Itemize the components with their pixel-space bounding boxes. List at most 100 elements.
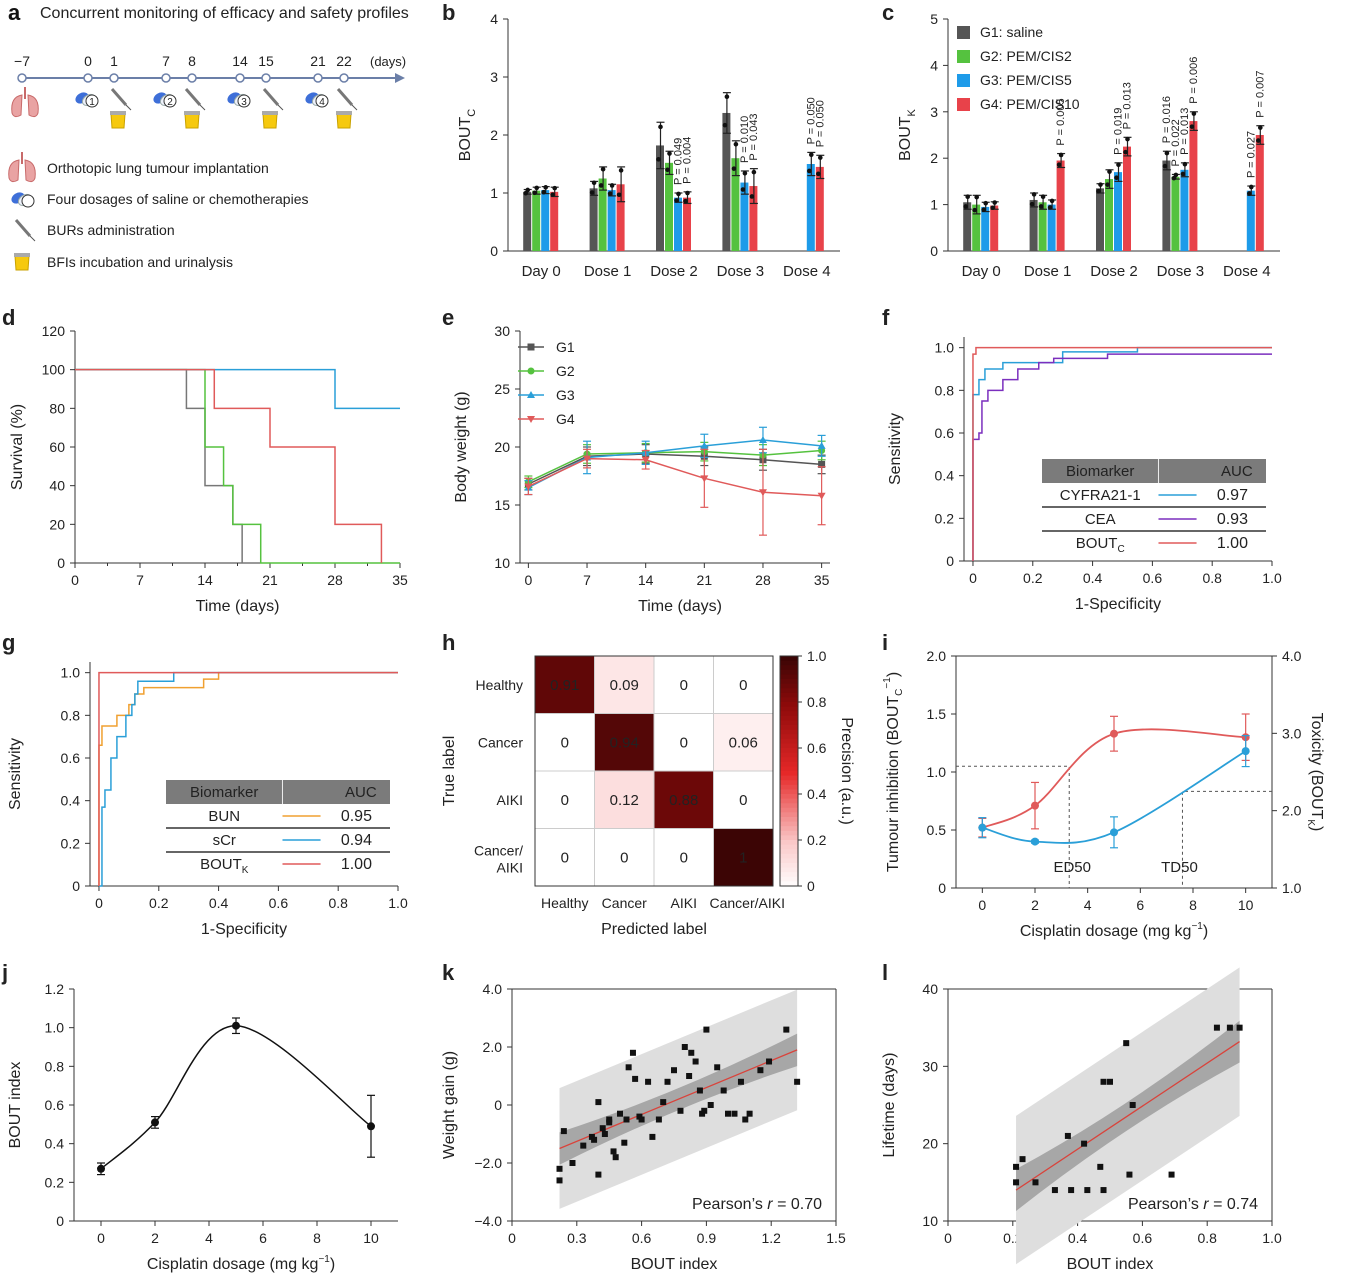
data-point	[1047, 205, 1053, 210]
chart-i: i 0 0.5 1.0 1.5 2.0 1.0 2.0 3.0 4.0 0 2 4 6 8 10 ED50 TD5…	[882, 630, 1325, 940]
colorbar-segment	[780, 780, 798, 786]
scatter-point	[1068, 1187, 1075, 1194]
heatmap-cell	[713, 655, 774, 714]
data-point	[1247, 191, 1252, 196]
legend-label: G3	[556, 387, 575, 403]
y-axis-label: BOUTC	[457, 109, 478, 161]
dose-number: 3	[241, 97, 247, 108]
schematic-title: Concurrent monitoring of efficacy and sa…	[40, 5, 409, 22]
scatter-point	[629, 1049, 636, 1056]
scatter-point	[612, 1154, 619, 1161]
data-point	[232, 1021, 240, 1030]
colorbar-segment	[780, 692, 798, 698]
x-tick-label: 1.0	[388, 895, 408, 911]
scatter-point	[1100, 1078, 1107, 1085]
ed50-guide	[956, 765, 1070, 888]
table-header-bg	[166, 780, 390, 804]
colorbar-segment	[780, 844, 798, 850]
dose-number: 1	[89, 97, 95, 108]
survival-line-G4	[75, 368, 383, 563]
scatter-point	[757, 1067, 764, 1074]
colorbar-segment	[780, 674, 798, 680]
scatter-point	[1236, 1024, 1243, 1031]
y-tick-label: 0.6	[61, 750, 81, 766]
x-category-label: Dose 4	[783, 263, 831, 280]
curve-toxicity	[982, 750, 1247, 844]
y-tick-label: 0	[930, 243, 938, 259]
x-tick-label: 0	[969, 570, 977, 586]
roc-curve-CYFRA21-1	[972, 346, 1272, 561]
x-tick-label: 0.4	[1083, 570, 1103, 586]
table-biomarker-name: BUN	[208, 808, 240, 825]
y-tick-label: 5	[930, 11, 938, 27]
colorbar-segment	[780, 715, 798, 721]
x-axis-label-text: Cisplatin dosage (mg kg	[1020, 923, 1192, 940]
y-tick-label: 1.0	[45, 1020, 65, 1036]
legend-label: G3: PEM/CIS5	[980, 72, 1072, 88]
x-tick-label: 6	[1136, 897, 1144, 913]
x-tick-label: 0	[978, 897, 986, 913]
legend-label: G2	[556, 363, 575, 379]
weight-point-G4	[700, 475, 709, 483]
data-point	[818, 155, 823, 160]
panel-label: h	[442, 630, 455, 655]
scatter-point	[1081, 1140, 1088, 1147]
x-category-label: Dose 4	[1223, 263, 1271, 280]
y-axis-label: True label	[441, 736, 458, 807]
scatter-point	[595, 1099, 602, 1106]
data-point	[550, 192, 555, 197]
y-tick-label: 4	[930, 57, 938, 73]
bar-G1	[523, 191, 532, 251]
p-value-annotation: P = 0.019	[1113, 108, 1125, 155]
panel-label: f	[882, 305, 890, 330]
heatmap-cell	[713, 828, 774, 887]
bar-G3	[541, 190, 550, 251]
weight-point-G1	[818, 460, 826, 468]
x-category-label: Dose 2	[1090, 263, 1138, 280]
scatter-point	[707, 1102, 714, 1108]
scatter-point	[601, 1131, 608, 1137]
x-tick-label: 14	[197, 572, 213, 588]
y-tick-label: 0.8	[45, 1058, 65, 1074]
colorbar-segment	[780, 867, 798, 873]
data-point	[742, 170, 748, 176]
colorbar-segment	[780, 881, 798, 887]
data-point	[1098, 182, 1103, 187]
roc-curve-CEA	[972, 353, 1272, 561]
heatmap-cell-value: 0.09	[610, 677, 639, 694]
data-point	[1171, 175, 1177, 181]
pearson-annotation: Pearson’s r = 0.70	[692, 1196, 822, 1213]
scatter-point	[703, 1026, 710, 1033]
x-tick-label: 0.6	[1143, 570, 1163, 586]
data-point	[1249, 184, 1254, 190]
heatmap-cell-value: 0.88	[669, 792, 698, 809]
schematic-legend-text: Orthotopic lung tumour implantation	[47, 160, 269, 176]
x-tick-label: 21	[697, 572, 713, 588]
y-tick-label: 1.0	[61, 665, 81, 681]
scatter-point	[1107, 1078, 1113, 1085]
y-axis-label: BOUTK	[897, 108, 918, 160]
colorbar-segment	[780, 748, 798, 754]
x-tick-label: 1.0	[1262, 1230, 1282, 1246]
y-tick-label: 0.4	[935, 468, 955, 484]
scatter-point	[606, 1116, 613, 1123]
scatter-point	[625, 1064, 632, 1071]
table-header-auc: AUC	[1221, 463, 1253, 480]
schematic-legend-text: BFIs incubation and urinalysis	[47, 254, 233, 270]
colorbar-segment	[780, 683, 798, 689]
p-value-annotation: P = 0.013	[1122, 82, 1134, 129]
scatter-point	[610, 1148, 617, 1155]
timeline-node	[109, 73, 119, 83]
colorbar-segment	[780, 817, 798, 823]
data-point	[972, 207, 977, 213]
x-category-label: Day 0	[522, 263, 561, 280]
x-tick-label: 0	[944, 1230, 952, 1246]
y-tick-label: 25	[494, 381, 510, 397]
y-tick-label: 20	[922, 1136, 938, 1152]
scatter-point	[1097, 1163, 1104, 1170]
data-point	[807, 168, 812, 174]
syringe-icon	[351, 104, 358, 111]
x-axis-label: Time (days)	[638, 598, 722, 615]
scatter-point	[746, 1110, 753, 1117]
